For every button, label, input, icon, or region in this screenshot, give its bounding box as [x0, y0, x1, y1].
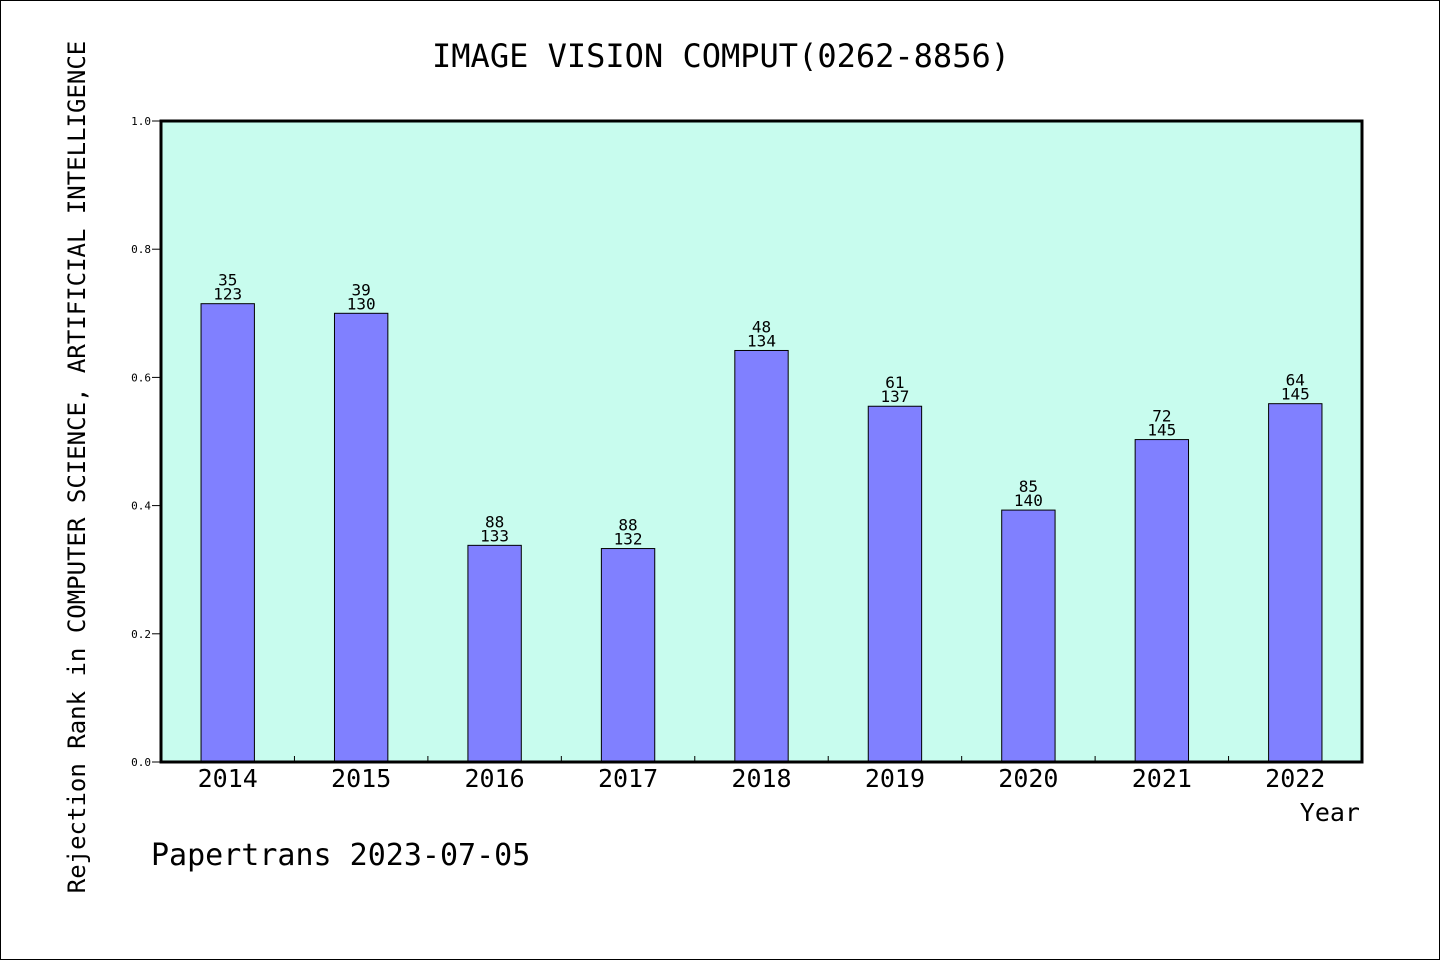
x-tick-label: 2016 — [465, 764, 525, 793]
bar-2020 — [1001, 509, 1056, 763]
y-tick-label: 0.4 — [131, 500, 151, 513]
y-tick-label: 0.8 — [131, 243, 151, 256]
chart-title: IMAGE VISION COMPUT(0262-8856) — [432, 37, 1010, 75]
footer-credit: Papertrans 2023-07-05 — [151, 838, 530, 873]
bar-rank-label: 85 — [1019, 477, 1038, 496]
bar-rank-label: 39 — [352, 280, 371, 299]
bar-total-label: 130 — [347, 294, 376, 313]
x-tick-label: 2022 — [1265, 764, 1325, 793]
x-tick-label: 2019 — [865, 764, 925, 793]
bar-rank-label: 72 — [1152, 407, 1171, 426]
bar-total-label: 137 — [880, 387, 909, 406]
bar-rank-label: 88 — [618, 516, 637, 535]
bar-total-label: 140 — [1014, 491, 1043, 510]
bar-total-label: 145 — [1147, 421, 1176, 440]
bar-2022 — [1268, 403, 1323, 763]
bar-rank-label: 35 — [218, 271, 237, 290]
y-tick-label: 0.0 — [131, 756, 151, 769]
bar-total-label: 145 — [1281, 385, 1310, 404]
bar-total-label: 134 — [747, 331, 776, 350]
bar-2015 — [333, 312, 389, 763]
bar-2019 — [867, 405, 923, 763]
bar-rank-label: 88 — [485, 512, 504, 531]
x-tick-label: 2017 — [598, 764, 658, 793]
bar-total-label: 133 — [480, 526, 509, 545]
plot-frame — [159, 119, 1364, 764]
y-axis-ticks: 0.0 0.2 0.4 0.6 0.8 1.0 — [131, 115, 161, 769]
bar-total-label: 132 — [614, 530, 643, 549]
bar-total-label: 123 — [213, 285, 242, 304]
bar-rank-label: 64 — [1286, 371, 1305, 390]
x-axis-label: Year — [1300, 798, 1360, 827]
bar-rank-label: 61 — [885, 373, 904, 392]
x-tick-label: 2015 — [331, 764, 391, 793]
bar-2018 — [734, 349, 789, 763]
bar-2021 — [1134, 439, 1190, 763]
x-tick-label: 2018 — [731, 764, 791, 793]
bar-2017 — [600, 548, 656, 763]
bar-rank-label: 48 — [752, 317, 771, 336]
x-tick-label: 2021 — [1132, 764, 1192, 793]
x-tick-label: 2014 — [198, 764, 258, 793]
bar-2016 — [467, 544, 522, 763]
bar-2014 — [200, 303, 255, 763]
y-tick-label: 1.0 — [131, 115, 151, 128]
x-tick-label: 2020 — [998, 764, 1058, 793]
y-tick-label: 0.2 — [131, 628, 151, 641]
y-tick-label: 0.6 — [131, 371, 151, 384]
y-axis-label: Rejection Rank in COMPUTER SCIENCE, ARTI… — [63, 41, 91, 894]
x-axis-tick-labels: 2014 2015 2016 2017 2018 2019 2020 2021 2022 — [198, 764, 1326, 793]
bars-group — [200, 303, 1323, 763]
